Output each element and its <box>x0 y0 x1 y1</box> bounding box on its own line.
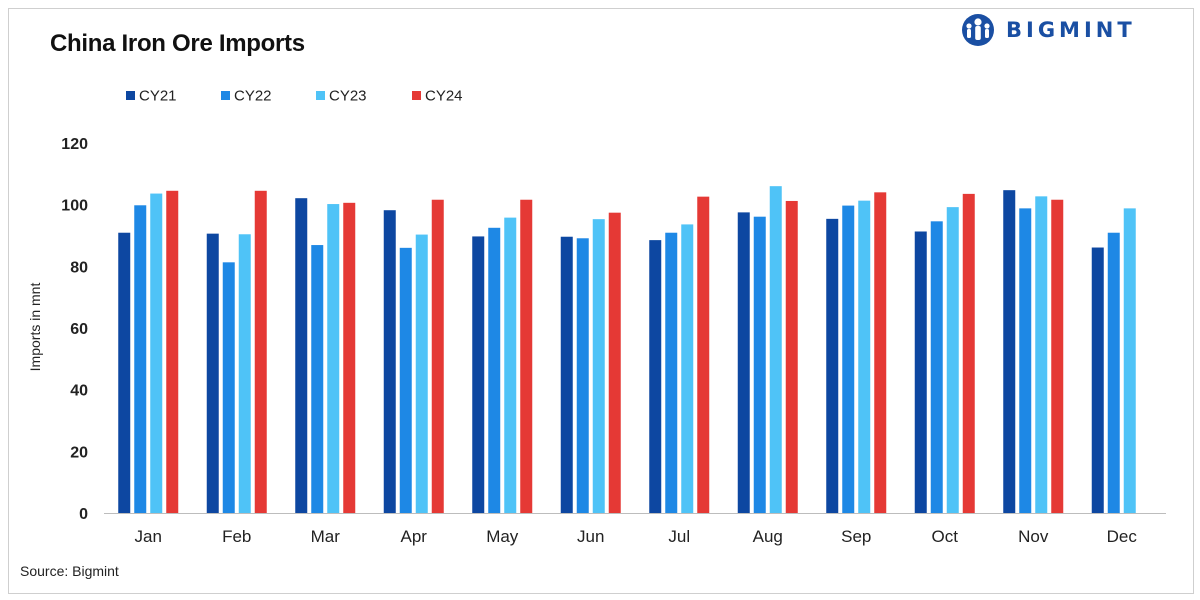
bar-cy23-mar <box>327 204 340 514</box>
bar-cy22-apr <box>399 247 412 514</box>
logo-text: BIGMINT <box>1006 18 1136 42</box>
x-category-label: Apr <box>401 527 428 546</box>
bar-cy24-oct <box>962 193 975 513</box>
legend-label-cy24: CY24 <box>425 88 463 105</box>
bar-cy24-apr <box>431 199 444 513</box>
x-category-label: Jan <box>135 527 162 546</box>
bar-cy22-dec <box>1107 232 1120 513</box>
bar-cy23-dec <box>1123 208 1136 513</box>
chart-legend: CY21 CY22 CY23 CY24 <box>126 88 463 105</box>
bar-cy24-jan <box>166 190 179 513</box>
bigmint-logo: BIGMINT <box>958 10 1136 50</box>
bar-cy21-may <box>472 236 485 514</box>
x-axis-categories: Jan Feb Mar Apr May Jun Jul Aug Sep Oct Nov Dec <box>135 527 1138 546</box>
x-category-label: Feb <box>222 527 251 546</box>
x-category-label: Oct <box>932 527 959 546</box>
bar-cy21-apr <box>383 210 396 513</box>
bar-cy24-aug <box>785 200 798 513</box>
legend-swatch-cy23 <box>316 91 325 100</box>
legend-swatch-cy24 <box>412 91 421 100</box>
y-axis-ticks: 0 20 40 60 80 100 120 <box>61 136 88 523</box>
x-category-label: Sep <box>841 527 871 546</box>
bar-cy24-jul <box>697 196 710 513</box>
bar-cy22-aug <box>753 216 766 514</box>
bar-cy22-nov <box>1019 208 1032 513</box>
legend-label-cy22: CY22 <box>234 88 272 105</box>
legend-label-cy21: CY21 <box>139 88 177 105</box>
bar-cy21-nov <box>1003 190 1016 514</box>
y-tick-label: 60 <box>70 321 88 338</box>
bar-cy21-feb <box>206 233 219 513</box>
legend-swatch-cy22 <box>221 91 230 100</box>
y-axis-label: Imports in mnt <box>27 283 43 372</box>
bar-cy22-sep <box>842 205 855 513</box>
y-tick-label: 80 <box>70 259 88 276</box>
bigmint-logo-icon <box>962 14 994 46</box>
x-category-label: Dec <box>1107 527 1138 546</box>
y-tick-label: 20 <box>70 444 88 461</box>
bar-cy21-jul <box>649 240 662 513</box>
bar-cy23-may <box>504 217 517 513</box>
bar-cy21-jun <box>560 236 573 513</box>
x-category-label: Jul <box>668 527 690 546</box>
bar-cy24-mar <box>343 202 356 514</box>
x-category-label: May <box>486 527 519 546</box>
bar-cy24-jun <box>608 212 621 513</box>
bar-cy23-sep <box>858 200 871 514</box>
bar-cy21-dec <box>1091 247 1104 513</box>
bar-cy22-oct <box>930 221 943 514</box>
y-tick-label: 120 <box>61 136 88 153</box>
x-category-label: Aug <box>753 527 783 546</box>
bar-cy24-feb <box>254 190 267 513</box>
chart-title: China Iron Ore Imports <box>50 30 305 57</box>
x-category-label: Mar <box>311 527 341 546</box>
legend-label-cy23: CY23 <box>329 88 367 105</box>
y-tick-label: 100 <box>61 198 88 215</box>
bar-cy24-sep <box>874 192 887 514</box>
bar-cy22-jun <box>576 238 589 513</box>
x-category-label: Jun <box>577 527 604 546</box>
bar-cy23-nov <box>1035 196 1048 513</box>
bar-cy24-nov <box>1051 199 1064 513</box>
bar-cy22-feb <box>222 262 235 513</box>
bar-cy22-may <box>488 227 501 513</box>
bar-cy22-mar <box>311 245 324 513</box>
bars-group <box>118 186 1136 514</box>
bar-cy21-sep <box>826 218 839 513</box>
bar-cy21-oct <box>914 231 927 513</box>
bar-cy21-mar <box>295 198 308 514</box>
y-tick-label: 0 <box>79 506 88 523</box>
source-note: Source: Bigmint <box>20 563 119 579</box>
bar-cy23-feb <box>238 234 251 513</box>
y-tick-label: 40 <box>70 383 88 400</box>
bar-cy23-jun <box>592 219 605 514</box>
bar-cy22-jul <box>665 232 678 513</box>
legend-swatch-cy21 <box>126 91 135 100</box>
bar-cy24-may <box>520 199 533 513</box>
bar-cy23-aug <box>769 186 782 513</box>
bar-cy23-oct <box>946 207 959 513</box>
x-category-label: Nov <box>1018 527 1049 546</box>
bar-cy22-jan <box>134 205 147 514</box>
bar-cy21-jan <box>118 232 131 513</box>
bar-cy21-aug <box>737 212 750 513</box>
bar-cy23-jul <box>681 224 694 513</box>
bar-cy23-apr <box>415 234 428 513</box>
bar-cy23-jan <box>150 193 163 514</box>
